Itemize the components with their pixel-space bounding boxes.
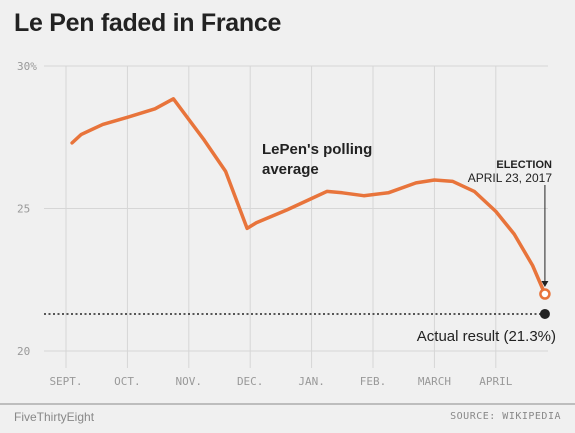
x-tick-label: APRIL [479,375,512,388]
actual-result-label: Actual result (21.3%) [417,328,556,345]
x-tick-label: OCT. [114,375,141,388]
actual-result-point [539,308,550,319]
x-tick-label: DEC. [237,375,264,388]
election-arrow-head [541,281,549,287]
footer-source: SOURCE: WIKIPEDIA [450,411,561,422]
footer-brand: FiveThirtyEight [14,410,95,424]
polling-average-line [70,97,547,296]
x-gridlines [65,66,497,368]
chart-title: Le Pen faded in France [14,9,282,37]
election-date-label: APRIL 23, 2017 [468,171,553,185]
series-label-line-2: average [262,161,319,178]
x-tick-label: NOV. [176,375,203,388]
x-axis-ticks: SEPT. OCT. NOV. DEC. JAN. FEB. MARCH APRIL [49,375,512,388]
y-gridlines [44,65,548,352]
x-tick-label: SEPT. [49,375,82,388]
x-tick-label: FEB. [360,375,387,388]
y-tick-label: 30% [17,60,37,73]
x-tick-label: MARCH [418,375,451,388]
footer-divider [0,403,575,405]
y-axis-ticks: 20 25 30% [17,60,37,358]
y-tick-label: 20 [17,345,30,358]
election-label: ELECTION [496,159,552,171]
y-tick-label: 25 [17,203,30,216]
x-tick-label: JAN. [298,375,325,388]
series-label-line-1: LePen's polling [262,141,372,158]
election-point [539,288,551,300]
line-chart: 20 25 30% SEPT. OCT. NOV. DEC. JAN. FEB. MARCH AP… [17,60,556,388]
